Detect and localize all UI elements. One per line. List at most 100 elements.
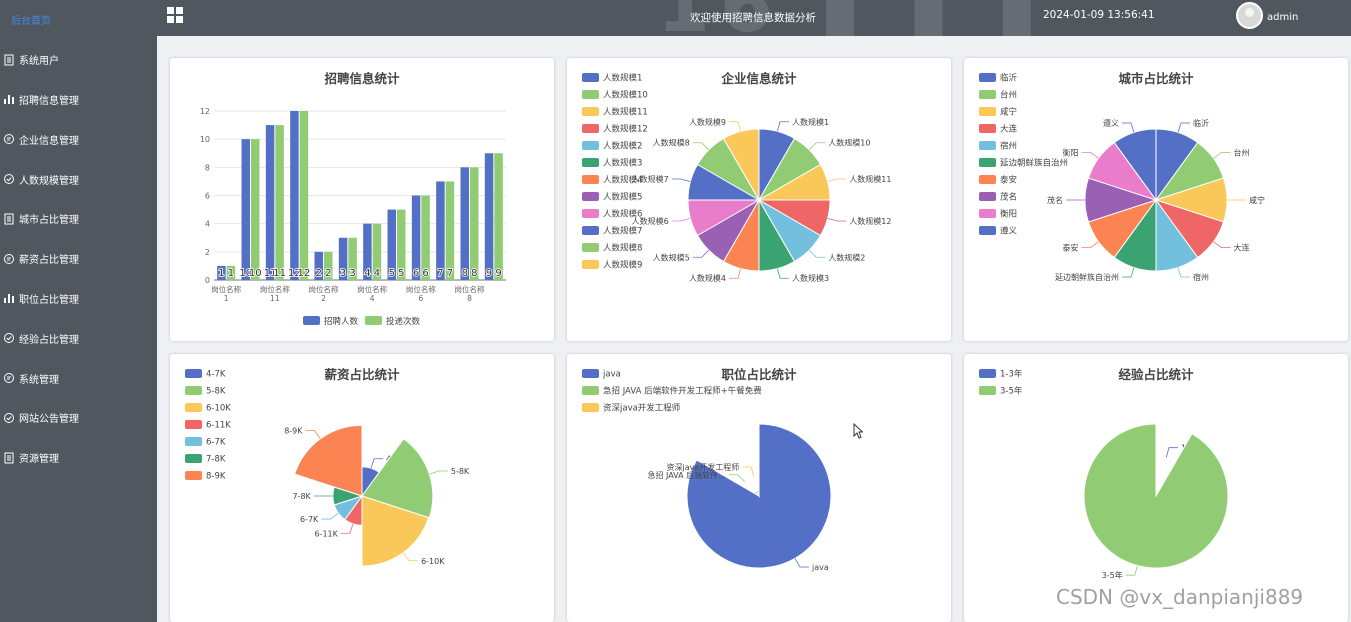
pie-label: 人数规模1 bbox=[792, 117, 829, 127]
legend-label: 6-11K bbox=[206, 421, 231, 431]
legend-label: 人数规模12 bbox=[603, 124, 648, 135]
legend-label: 宿州 bbox=[1000, 141, 1017, 152]
bar-value-label: 5 bbox=[389, 268, 395, 279]
bar-value-label: 8 bbox=[471, 268, 477, 279]
chat-icon bbox=[4, 253, 14, 264]
label-line bbox=[827, 217, 847, 222]
bar bbox=[411, 195, 421, 280]
sidebar-item-5[interactable]: 城市占比管理 bbox=[0, 199, 157, 239]
y-tick-label: 12 bbox=[200, 107, 210, 116]
legend-label: 衡阳 bbox=[1000, 209, 1017, 220]
sidebar-item-10[interactable]: 网站公告管理 bbox=[0, 398, 157, 438]
pie-label: 人数规模6 bbox=[632, 216, 669, 226]
pie-label: 6-11K bbox=[314, 529, 338, 538]
bar-value-label: 12 bbox=[288, 268, 301, 279]
legend-swatch bbox=[582, 369, 599, 378]
legend-label: 遵义 bbox=[1000, 226, 1018, 237]
legend-label: 人数规模7 bbox=[603, 226, 642, 237]
legend-swatch bbox=[582, 158, 599, 167]
label-line bbox=[429, 470, 448, 475]
bar bbox=[314, 251, 323, 280]
pie-slice bbox=[294, 424, 363, 497]
bar bbox=[348, 237, 357, 280]
pie-label: 延边朝鲜族自治州 bbox=[1055, 272, 1119, 282]
bar bbox=[494, 153, 503, 280]
legend-label: 临沂 bbox=[1000, 73, 1018, 84]
sidebar-item-7[interactable]: 职位占比管理 bbox=[0, 279, 157, 319]
chart-title: 薪资占比统计 bbox=[324, 367, 400, 382]
bar-value-label: 11 bbox=[273, 268, 286, 279]
bar-value-label: 4 bbox=[374, 268, 380, 279]
sidebar-item-1[interactable]: 系统用户 bbox=[0, 40, 157, 80]
legend-label: 8-9K bbox=[206, 472, 226, 482]
chat-icon bbox=[4, 134, 14, 145]
top-bar: 16 ▮ ▮ ▮ 欢迎使用招聘信息数据分析 2024-01-09 13:56:4… bbox=[157, 0, 1351, 49]
label-line bbox=[728, 474, 746, 483]
legend-swatch bbox=[582, 73, 599, 82]
legend-label: 泰安 bbox=[1000, 175, 1017, 186]
legend-swatch bbox=[582, 209, 599, 218]
salary-rose-chart: 薪资占比统计4-7K5-8K6-10K6-11K6-7K7-8K8-9K4-7K… bbox=[185, 367, 470, 567]
pie-label: 遵义 bbox=[1103, 118, 1119, 128]
position-stats-card: 职位占比统计 java 急招 JAVA 后端软件开发工程师+午餐免费 资深java开发… bbox=[567, 354, 951, 622]
legend-swatch bbox=[582, 175, 599, 184]
bar-value-label: 3 bbox=[340, 268, 346, 279]
pie-label: 人数规模10 bbox=[828, 138, 870, 148]
position-rose-chart: 职位占比统计 java 急招 JAVA 后端软件开发工程师+午餐免费资深java开发… bbox=[582, 367, 832, 572]
document-icon bbox=[4, 213, 14, 225]
bar-value-label: 12 bbox=[298, 268, 311, 279]
bar bbox=[470, 167, 479, 280]
label-line bbox=[1081, 241, 1099, 249]
document-icon bbox=[4, 54, 14, 66]
sidebar-item-label: 系统用户 bbox=[19, 56, 59, 68]
legend-swatch bbox=[185, 420, 202, 429]
pie-label: 人数规模4 bbox=[689, 273, 726, 283]
sidebar-item-label: 薪资占比管理 bbox=[19, 255, 79, 267]
legend-swatch bbox=[582, 386, 599, 395]
x-tick-label: 岗位名称 1 bbox=[211, 284, 241, 303]
bar-value-label: 7 bbox=[437, 268, 443, 279]
sidebar-item-2[interactable]: 招聘信息管理 bbox=[0, 80, 157, 120]
bar-value-label: 10 bbox=[239, 268, 252, 279]
label-line bbox=[1125, 565, 1138, 576]
bar bbox=[363, 223, 372, 280]
pie-label: 人数规模2 bbox=[828, 252, 865, 262]
pie-slice bbox=[361, 495, 430, 567]
company-stats-card: 企业信息统计 人数规模1 人数规模10 人数规模11 人数规模12 人数规模2 人数规模3 人… bbox=[567, 58, 951, 341]
city-pie-chart: 城市占比统计临沂台州咸宁大连宿州延边朝鲜族自治州泰安茂名衡阳遵义临沂台州咸宁大连… bbox=[979, 71, 1265, 282]
sidebar-item-0[interactable]: 后台首页 bbox=[0, 0, 157, 40]
legend-label: 人数规模8 bbox=[603, 243, 642, 254]
label-line bbox=[321, 512, 339, 520]
label-line bbox=[370, 458, 384, 469]
avatar[interactable] bbox=[1236, 2, 1263, 29]
label-line bbox=[729, 268, 742, 279]
pie-label: 人数规模12 bbox=[849, 216, 891, 226]
pie-label: 宿州 bbox=[1193, 272, 1209, 282]
legend-label: 资深java开发工程师 bbox=[603, 403, 681, 414]
sidebar-item-11[interactable]: 资源管理 bbox=[0, 438, 157, 478]
legend-label: java bbox=[602, 370, 621, 380]
csdn-watermark: CSDN @vx_danpianji889 bbox=[1056, 585, 1304, 609]
legend-label: 人数规模4 bbox=[603, 175, 642, 186]
legend-label: 6-10K bbox=[206, 404, 231, 414]
pie-label: 6-10K bbox=[421, 557, 445, 566]
legend-label: 茂名 bbox=[1000, 192, 1017, 203]
sidebar-item-4[interactable]: 人数规模管理 bbox=[0, 159, 157, 199]
legend-swatch bbox=[979, 192, 996, 201]
legend-swatch bbox=[185, 437, 202, 446]
label-line bbox=[808, 142, 826, 151]
label-line bbox=[671, 178, 691, 183]
label-line bbox=[340, 523, 354, 534]
sidebar-item-8[interactable]: 经验占比管理 bbox=[0, 318, 157, 358]
label-line bbox=[1121, 267, 1135, 278]
sidebar-item-3[interactable]: 企业信息管理 bbox=[0, 119, 157, 159]
bar bbox=[387, 209, 396, 280]
sidebar-item-9[interactable]: 系统管理 bbox=[0, 358, 157, 398]
menu-toggle-icon[interactable] bbox=[167, 7, 183, 23]
username[interactable]: admin bbox=[1267, 12, 1299, 23]
chart-title: 职位占比统计 bbox=[721, 367, 797, 382]
pie-label: 人数规模9 bbox=[689, 117, 726, 127]
sidebar-item-6[interactable]: 薪资占比管理 bbox=[0, 239, 157, 279]
